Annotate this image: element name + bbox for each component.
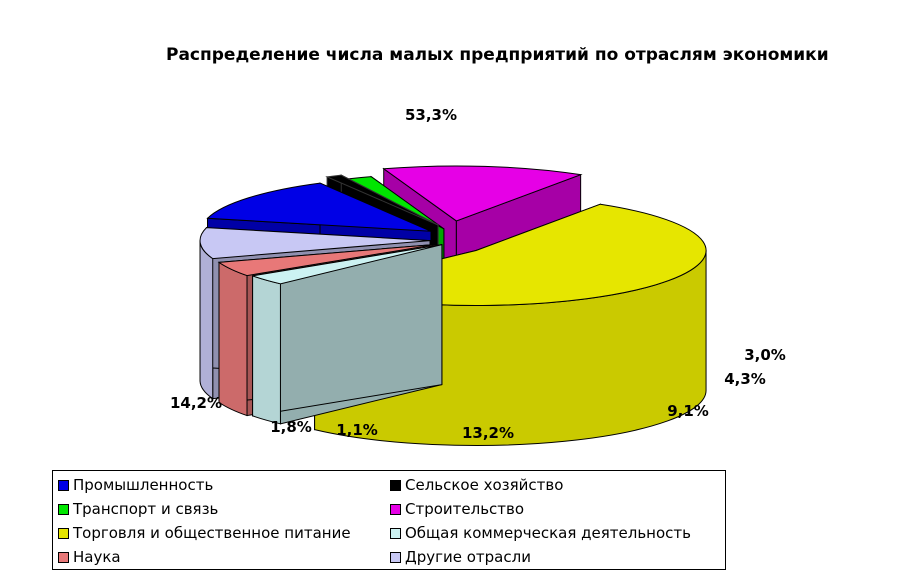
legend-swatch	[58, 503, 69, 515]
legend-label: Торговля и общественное питание	[73, 524, 351, 542]
slice-data-label: 53,3%	[405, 106, 457, 124]
slice-data-label: 1,8%	[270, 418, 312, 436]
slice-top-face	[199, 227, 431, 260]
legend-swatch	[390, 551, 401, 563]
slice-outer-wall	[199, 240, 214, 400]
legend-label: Сельское хозяйство	[405, 476, 564, 494]
legend-swatch	[58, 527, 69, 539]
legend-label: Наука	[73, 548, 121, 566]
legend-item: Торговля и общественное питание	[58, 522, 351, 544]
legend-swatch	[390, 479, 401, 491]
chart-legend: Промышленность Сельское хозяйство Транспор…	[52, 470, 726, 570]
slice-top-face	[252, 244, 443, 285]
legend-item: Сельское хозяйство	[390, 474, 563, 496]
legend-item: Наука	[58, 546, 121, 568]
slice-data-label: 9,1%	[667, 402, 709, 420]
legend-item: Промышленность	[58, 474, 213, 496]
slice-data-label: 4,3%	[724, 370, 766, 388]
legend-item: Другие отрасли	[390, 546, 531, 568]
pie-slice	[252, 243, 443, 425]
legend-item: Строительство	[390, 498, 524, 520]
slice-data-label: 13,2%	[462, 424, 514, 442]
legend-label: Общая коммерческая деятельность	[405, 524, 691, 542]
legend-label: Транспорт и связь	[73, 500, 219, 518]
chart-title: Распределение числа малых предприятий по…	[166, 45, 829, 65]
legend-item: Транспорт и связь	[58, 498, 218, 520]
legend-label: Строительство	[405, 500, 525, 518]
slice-top-face	[325, 174, 439, 226]
slice-top-face	[382, 165, 583, 222]
slice-top-face	[217, 243, 437, 277]
slice-top-face	[206, 182, 432, 232]
slice-data-label: 1,1%	[336, 421, 378, 439]
legend-swatch	[58, 551, 69, 563]
legend-swatch	[58, 479, 69, 491]
slice-outer-wall	[252, 275, 281, 425]
legend-label: Промышленность	[73, 476, 214, 494]
legend-label: Другие отрасли	[405, 548, 531, 566]
legend-item: Общая коммерческая деятельность	[390, 522, 691, 544]
slice-data-label: 3,0%	[744, 346, 786, 364]
legend-swatch	[390, 503, 401, 515]
pie-chart: 53,3% 3,0% 4,3% 9,1% 13,2% 1,1% 1,8% 14,2%	[170, 106, 786, 446]
slice-data-label: 14,2%	[170, 394, 222, 412]
slice-outer-wall	[218, 261, 248, 417]
legend-swatch	[390, 527, 401, 539]
